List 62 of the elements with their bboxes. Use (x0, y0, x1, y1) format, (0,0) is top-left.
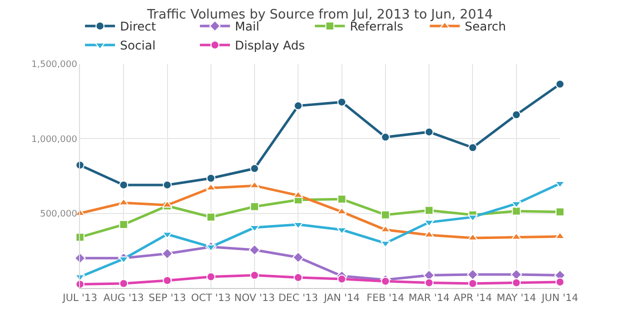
point (380, 132, 390, 142)
point (250, 270, 260, 280)
point (380, 276, 390, 286)
x-tick-label: JUN '14 (540, 293, 578, 304)
point (250, 202, 260, 212)
point (468, 279, 478, 288)
point (511, 232, 522, 240)
point (468, 233, 478, 240)
x-tick-label: JAN '14 (322, 293, 360, 304)
point (337, 274, 346, 284)
point (380, 210, 390, 220)
point (293, 222, 304, 230)
point (292, 252, 304, 264)
x-tick-label: NOV '13 (234, 293, 275, 304)
legend-label: Display Ads (234, 38, 305, 53)
point (119, 279, 128, 288)
point (162, 276, 172, 286)
point (294, 101, 303, 110)
point (424, 278, 434, 288)
point (512, 110, 521, 120)
point (556, 207, 564, 216)
x-tick-label: SEP '13 (148, 293, 186, 304)
point (293, 190, 304, 198)
point (294, 273, 303, 282)
point (162, 200, 172, 208)
x-tick-label: JUL '13 (62, 293, 98, 304)
x-tick-label: APR '14 (453, 293, 492, 304)
y-tick-label: 500,000 (40, 209, 78, 220)
x-tick-label: MAY '14 (496, 293, 536, 304)
point (337, 98, 346, 107)
point (206, 272, 216, 282)
point (119, 220, 128, 230)
point (118, 198, 129, 206)
point (206, 212, 216, 222)
point (336, 227, 347, 234)
legend-label: Social (120, 38, 156, 53)
x-tick-label: AUG '13 (103, 293, 144, 304)
point (206, 174, 216, 183)
point (468, 214, 478, 222)
x-tick-label: FEB '14 (366, 293, 404, 304)
point (512, 278, 521, 288)
point (336, 207, 347, 214)
point (337, 194, 346, 204)
x-tick-label: OCT '13 (191, 293, 231, 304)
point (512, 206, 521, 216)
point (76, 232, 84, 242)
point (511, 201, 522, 208)
point (162, 180, 172, 190)
point (248, 244, 260, 256)
point (468, 143, 478, 152)
x-tick-label: MAR '14 (408, 293, 450, 304)
point (424, 127, 434, 136)
y-tick-label: 1,000,000 (31, 134, 78, 145)
point (162, 248, 173, 260)
x-tick-label: DEC '13 (278, 293, 318, 304)
point (162, 232, 172, 239)
point (467, 268, 478, 280)
point (119, 180, 128, 190)
y-tick-label: 1,500,000 (31, 60, 78, 70)
point (118, 256, 129, 264)
point (556, 80, 564, 89)
point (424, 206, 434, 215)
